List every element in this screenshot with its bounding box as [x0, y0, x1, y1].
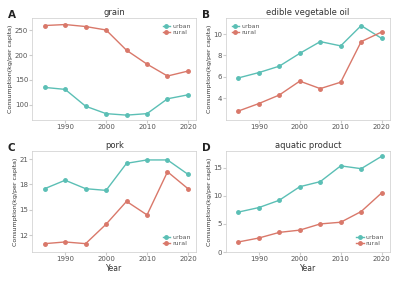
urban [63, 88, 68, 91]
urban [359, 167, 364, 170]
Line: urban: urban [237, 155, 383, 214]
rural [379, 30, 384, 34]
rural [359, 210, 364, 213]
X-axis label: Year: Year [106, 264, 122, 273]
rural [277, 231, 282, 234]
rural [338, 221, 343, 224]
Legend: urban, rural: urban, rural [160, 233, 193, 249]
rural [145, 62, 150, 66]
urban [297, 52, 302, 55]
Title: edible vegetable oil: edible vegetable oil [266, 8, 350, 17]
urban [318, 180, 323, 183]
Text: A: A [8, 10, 16, 20]
urban [63, 178, 68, 182]
urban [165, 158, 170, 162]
Line: urban: urban [237, 24, 383, 80]
rural [63, 23, 68, 26]
urban [83, 187, 88, 190]
Text: D: D [202, 142, 210, 153]
rural [359, 40, 364, 43]
rural [186, 69, 190, 73]
urban [256, 206, 261, 209]
urban [277, 65, 282, 68]
rural [165, 74, 170, 78]
urban [104, 112, 108, 115]
rural [63, 240, 68, 244]
urban [379, 155, 384, 158]
rural [318, 87, 323, 90]
urban [145, 112, 150, 115]
Y-axis label: Consumption(kg/per capita): Consumption(kg/per capita) [206, 157, 212, 246]
rural [186, 187, 190, 190]
rural [145, 213, 150, 217]
rural [338, 81, 343, 84]
urban [297, 185, 302, 188]
Title: grain: grain [103, 8, 125, 17]
urban [277, 199, 282, 202]
rural [83, 242, 88, 245]
Title: pork: pork [105, 141, 124, 150]
rural [104, 223, 108, 226]
urban [83, 105, 88, 108]
urban [165, 97, 170, 101]
rural [256, 236, 261, 240]
rural [124, 200, 129, 203]
urban [338, 44, 343, 47]
rural [165, 170, 170, 173]
rural [277, 93, 282, 97]
Y-axis label: Consumption(kg/per capita): Consumption(kg/per capita) [13, 157, 18, 246]
rural [42, 24, 47, 27]
Legend: urban, rural: urban, rural [229, 21, 262, 38]
urban [42, 86, 47, 89]
rural [42, 242, 47, 245]
Legend: urban, rural: urban, rural [160, 21, 193, 38]
urban [42, 187, 47, 190]
rural [256, 102, 261, 105]
urban [145, 158, 150, 162]
urban [359, 24, 364, 27]
Line: rural: rural [237, 191, 383, 244]
urban [256, 71, 261, 74]
rural [297, 80, 302, 83]
urban [104, 189, 108, 192]
urban [318, 40, 323, 43]
Line: urban: urban [43, 158, 190, 192]
urban [124, 162, 129, 165]
urban [338, 164, 343, 167]
urban [379, 37, 384, 40]
Line: rural: rural [43, 23, 190, 78]
rural [104, 28, 108, 32]
urban [236, 210, 241, 214]
rural [297, 228, 302, 232]
rural [379, 191, 384, 195]
rural [318, 222, 323, 226]
Y-axis label: Consumption(kg/per capita): Consumption(kg/per capita) [206, 25, 212, 113]
urban [186, 173, 190, 176]
Text: C: C [8, 142, 16, 153]
rural [236, 240, 241, 244]
Line: rural: rural [237, 30, 383, 113]
rural [83, 25, 88, 28]
urban [186, 93, 190, 96]
rural [236, 109, 241, 113]
X-axis label: Year: Year [300, 264, 316, 273]
Text: B: B [202, 10, 210, 20]
Title: aquatic product: aquatic product [275, 141, 341, 150]
Line: rural: rural [43, 170, 190, 245]
rural [124, 49, 129, 52]
Y-axis label: Consumption(kg/per capita): Consumption(kg/per capita) [8, 25, 13, 113]
urban [236, 76, 241, 80]
Line: urban: urban [43, 86, 190, 117]
urban [124, 114, 129, 117]
Legend: urban, rural: urban, rural [354, 233, 387, 249]
